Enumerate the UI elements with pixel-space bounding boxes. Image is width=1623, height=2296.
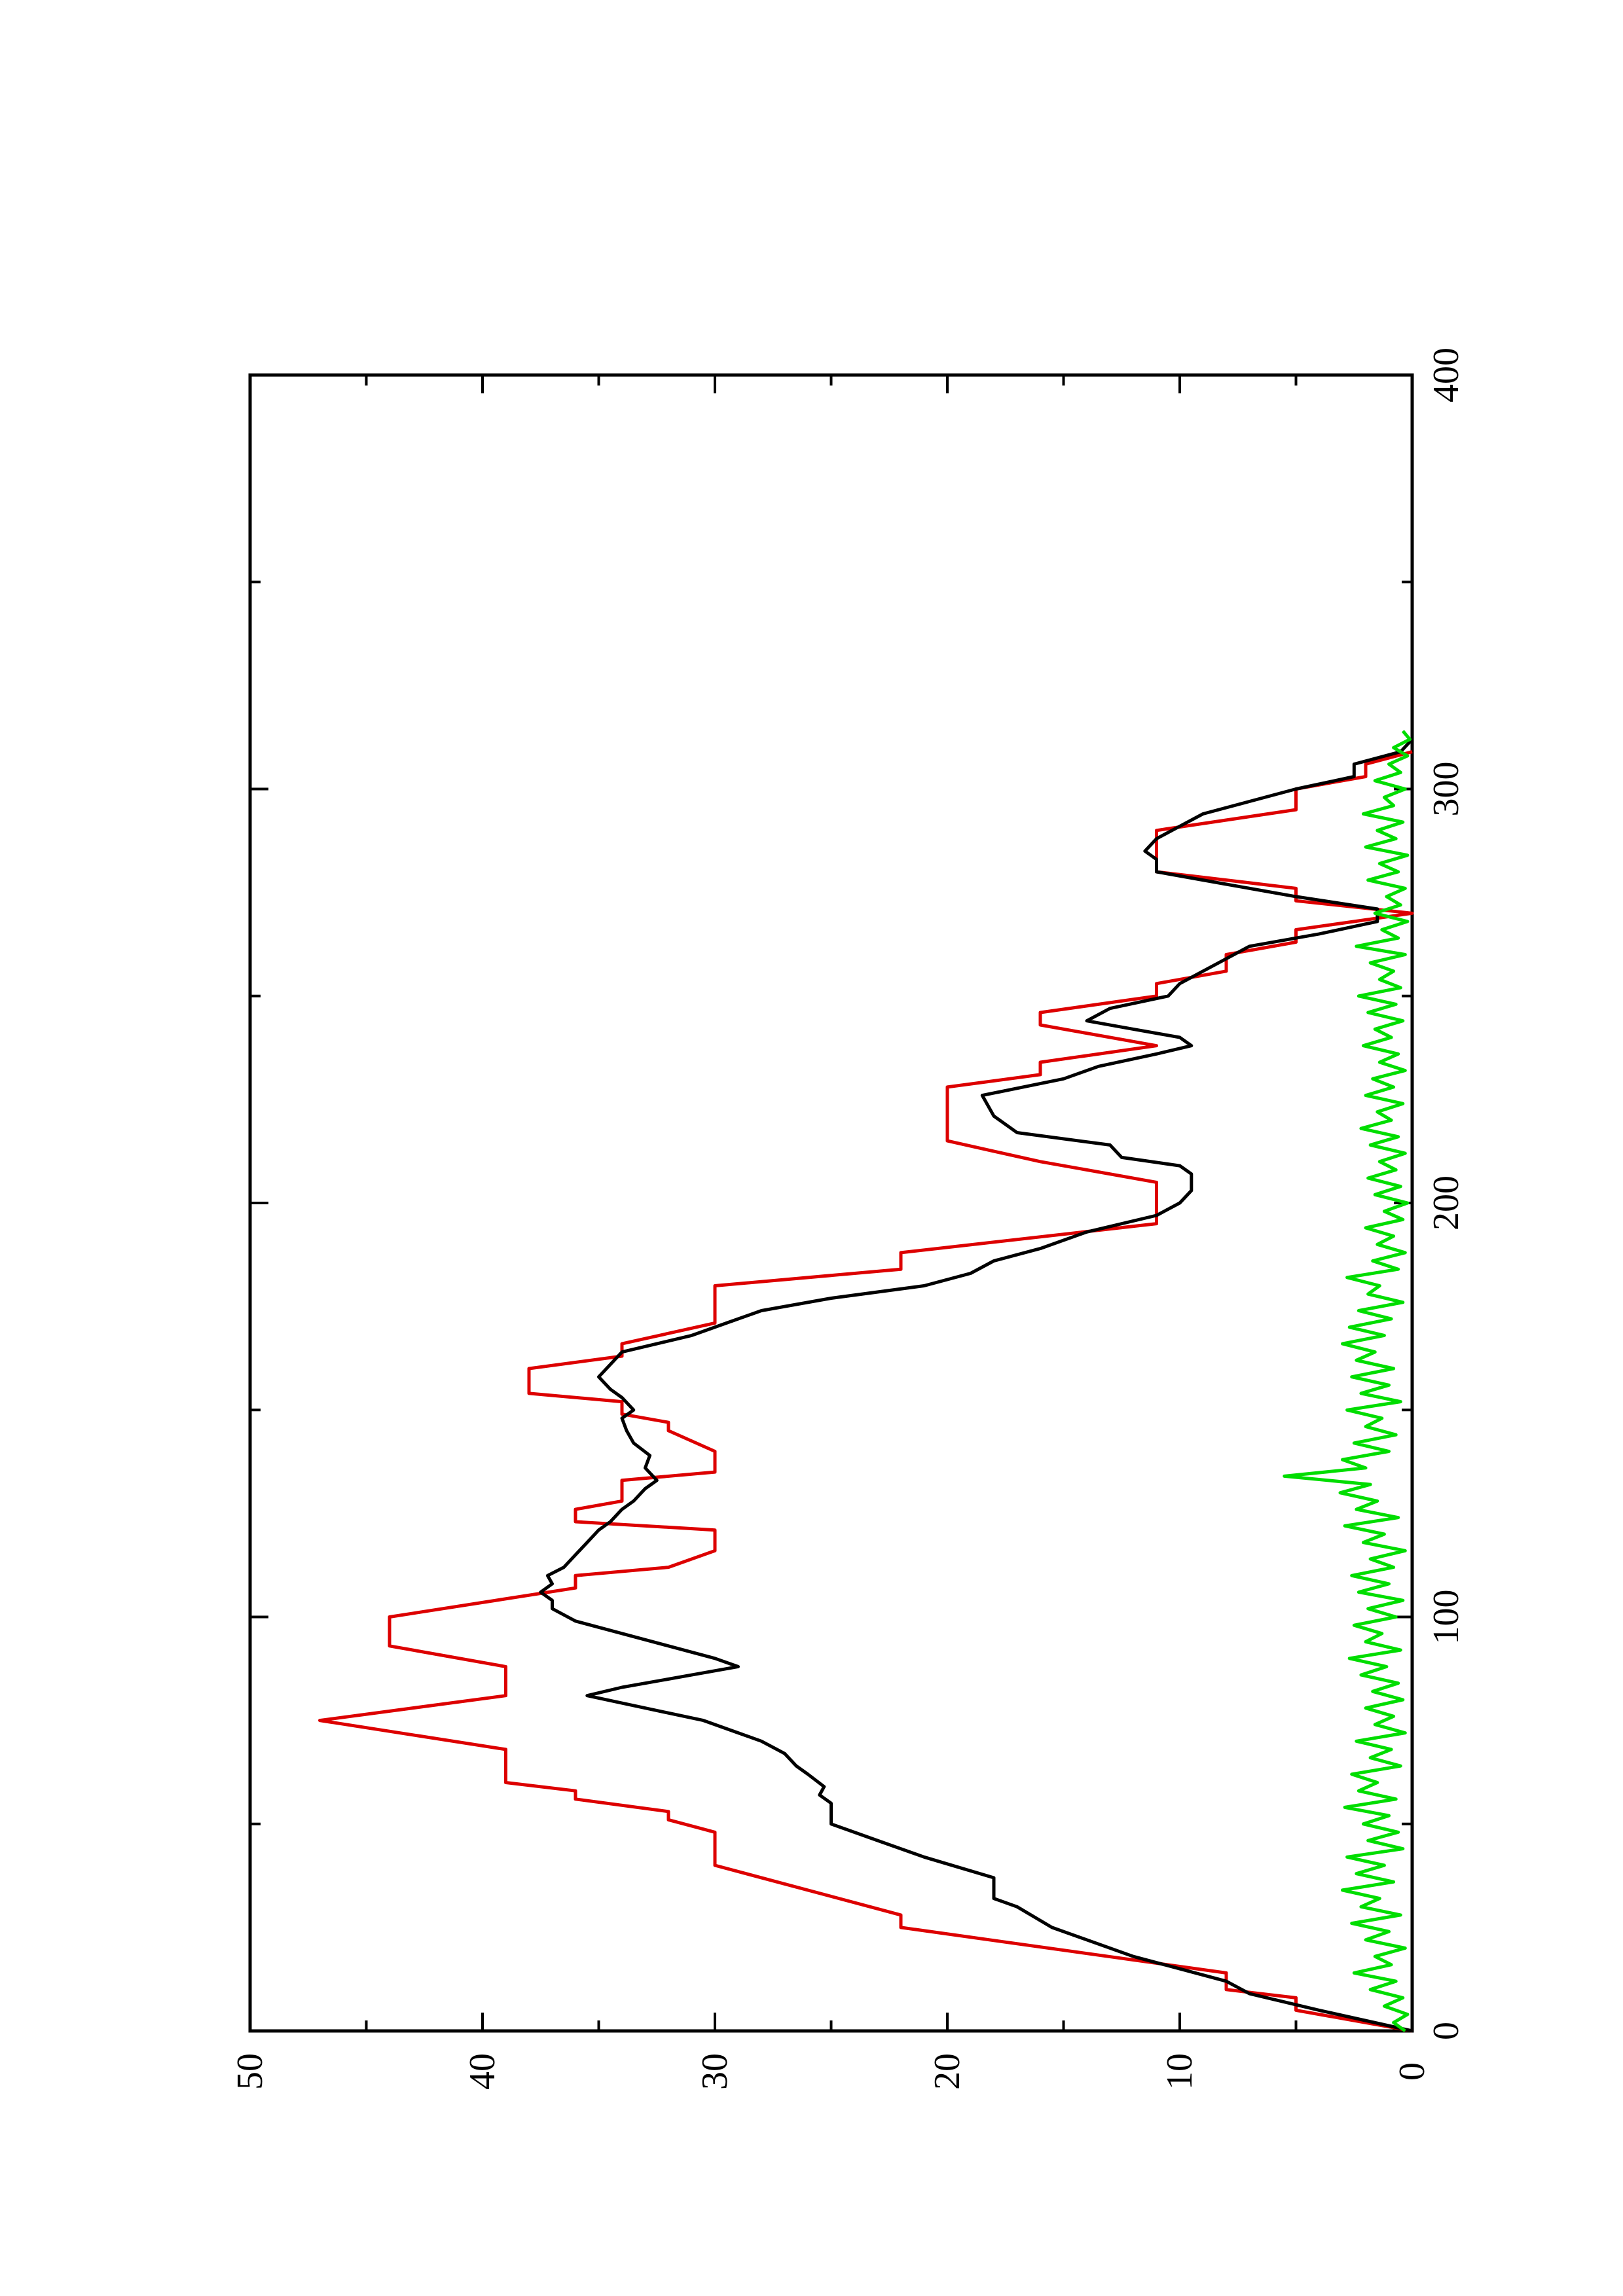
series-line-3 — [1283, 730, 1412, 2033]
y-tick-label: 30 — [695, 2053, 735, 2090]
y-tick-label: 0 — [1392, 2062, 1432, 2081]
y-tick-label: 20 — [927, 2053, 968, 2090]
y-tick-label: 10 — [1159, 2053, 1200, 2090]
ticks — [249, 374, 1413, 2032]
y-tick-label: 40 — [462, 2053, 503, 2090]
plot-frame — [248, 373, 1414, 2033]
y-tick-label: 50 — [230, 2053, 270, 2090]
series-layer — [318, 730, 1414, 2033]
tick-labels: 0 100 200 300 400 0 10 20 30 40 50 — [230, 348, 1467, 2090]
x-tick-label: 400 — [1426, 348, 1467, 403]
x-tick-label: 300 — [1426, 762, 1467, 817]
series-line-1 — [318, 750, 1414, 2033]
x-tick-label: 100 — [1426, 1590, 1467, 1645]
series-line-2 — [539, 738, 1413, 2033]
x-tick-label: 200 — [1426, 1175, 1467, 1230]
x-tick-label: 0 — [1426, 2022, 1467, 2040]
